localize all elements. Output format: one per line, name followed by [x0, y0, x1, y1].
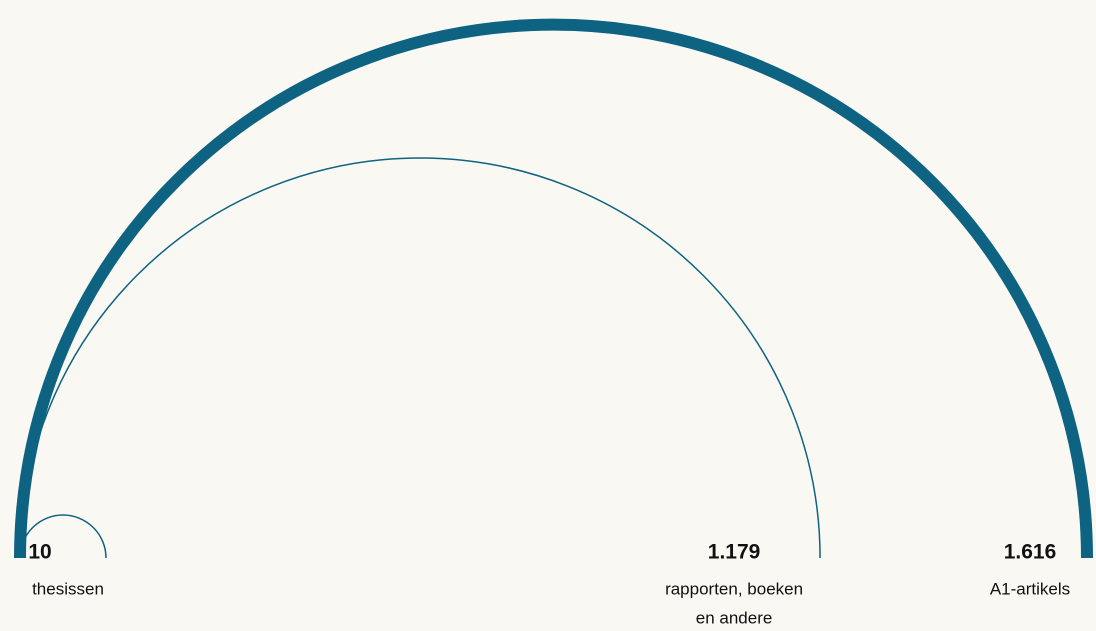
arc	[19, 157, 821, 559]
value-label: 1.179	[708, 541, 761, 564]
category-label: thesissen	[32, 579, 104, 598]
arc	[14, 18, 1093, 559]
category-label: en andere	[696, 608, 773, 627]
category-label: A1-artikels	[990, 579, 1070, 598]
category-label: rapporten, boeken	[665, 579, 803, 598]
value-label: 1.616	[1004, 541, 1057, 564]
value-label: 10	[28, 541, 51, 564]
